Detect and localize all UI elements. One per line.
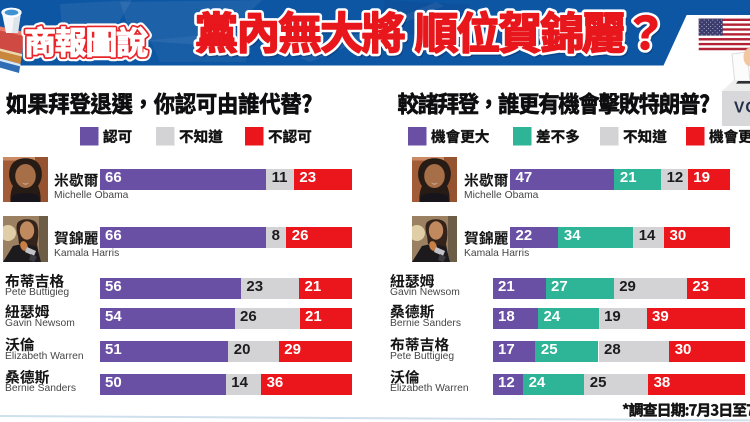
svg-text:VOTE: VOTE <box>734 100 750 117</box>
